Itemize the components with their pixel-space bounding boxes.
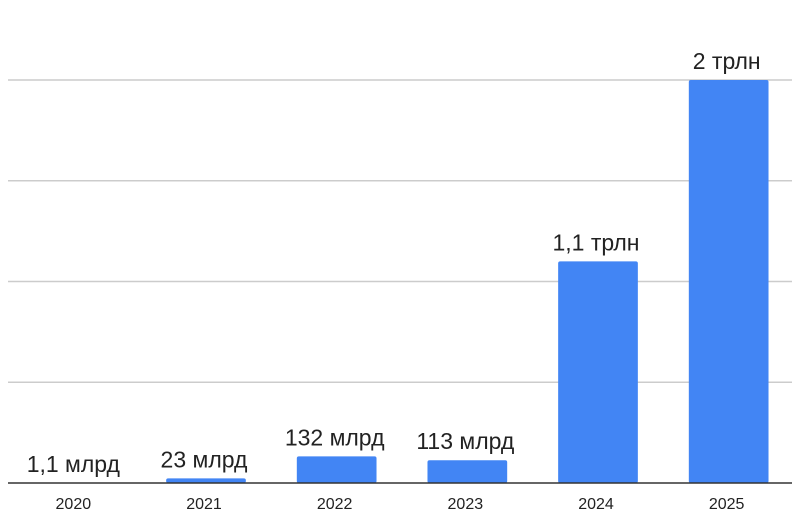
gridlines [8, 79, 792, 383]
bar-2021 [166, 478, 246, 483]
bar-2022 [296, 456, 377, 483]
data-label-2020: 1,1 млрд [27, 451, 121, 477]
bars [35, 80, 769, 483]
bar-2024 [558, 261, 638, 483]
x-tick-label-2025: 2025 [709, 496, 745, 513]
bar-2023 [427, 460, 508, 483]
data-label-2021: 23 млрд [161, 446, 248, 472]
data-label-2025: 2 трлн [693, 48, 761, 74]
bar-2025 [688, 80, 769, 483]
x-tick-label-2021: 2021 [186, 496, 222, 513]
x-tick-labels: 2020 2021 2022 2023 2024 2025 [56, 496, 745, 513]
x-tick-label-2024: 2024 [578, 496, 614, 513]
data-label-2022: 132 млрд [285, 424, 385, 450]
x-tick-label-2023: 2023 [448, 496, 484, 513]
x-tick-label-2020: 2020 [56, 496, 92, 513]
data-label-2024: 1,1 трлн [552, 229, 639, 255]
data-label-2023: 113 млрд [416, 428, 515, 454]
data-labels: 1,1 млрд 23 млрд 132 млрд 113 млрд 1,1 трлн 2… [27, 48, 761, 477]
x-tick-label-2022: 2022 [317, 496, 353, 513]
